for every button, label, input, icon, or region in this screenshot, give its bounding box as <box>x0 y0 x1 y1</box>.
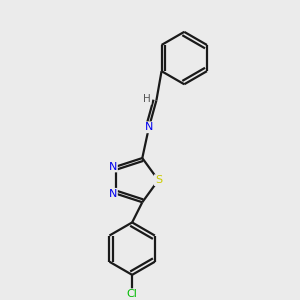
Text: Cl: Cl <box>127 289 138 299</box>
Text: N: N <box>109 189 117 199</box>
Text: N: N <box>109 161 117 172</box>
Text: H: H <box>143 94 151 104</box>
Text: S: S <box>155 175 162 185</box>
Text: N: N <box>145 122 153 132</box>
